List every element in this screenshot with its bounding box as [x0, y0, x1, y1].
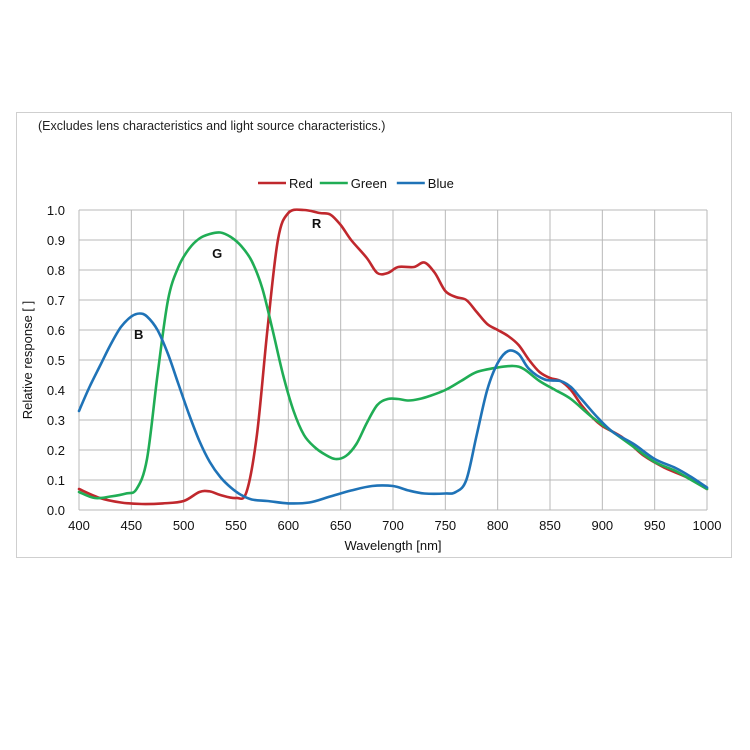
chart-frame	[16, 112, 732, 558]
x-tick-label: 850	[539, 518, 561, 533]
tick-labels: 400 450 500 550 600 650 700 750 800 850 900 950 1000…	[47, 203, 722, 533]
x-tick-label: 550	[225, 518, 247, 533]
y-tick-label: 0.6	[47, 323, 65, 338]
legend-label-green: Green	[351, 176, 387, 191]
curve-label-green: G	[212, 246, 222, 261]
x-tick-label: 650	[330, 518, 352, 533]
curve-labels: R G B	[134, 216, 322, 342]
y-tick-label: 0.1	[47, 473, 65, 488]
x-tick-label: 1000	[693, 518, 722, 533]
x-tick-label: 750	[434, 518, 456, 533]
x-tick-label: 950	[644, 518, 666, 533]
x-tick-label: 700	[382, 518, 404, 533]
legend: Red Green Blue	[258, 176, 454, 191]
y-tick-label: 0.5	[47, 353, 65, 368]
y-axis-label: Relative response [ ]	[20, 301, 35, 420]
series-line-blue	[77, 312, 709, 505]
y-tick-label: 0.3	[47, 413, 65, 428]
y-tick-label: 0.0	[47, 503, 65, 518]
y-tick-label: 0.7	[47, 293, 65, 308]
y-tick-label: 0.8	[47, 263, 65, 278]
x-tick-label: 400	[68, 518, 90, 533]
x-tick-label: 900	[591, 518, 613, 533]
curve-label-red: R	[312, 216, 322, 231]
y-tick-label: 0.9	[47, 233, 65, 248]
x-tick-label: 500	[173, 518, 195, 533]
legend-label-red: Red	[289, 176, 313, 191]
x-tick-label: 600	[277, 518, 299, 533]
chart-note: (Excludes lens characteristics and light…	[38, 119, 386, 133]
x-tick-label: 800	[487, 518, 509, 533]
y-tick-label: 0.4	[47, 383, 65, 398]
y-tick-label: 0.2	[47, 443, 65, 458]
curve-label-blue: B	[134, 327, 143, 342]
y-tick-label: 1.0	[47, 203, 65, 218]
series-line-red	[77, 208, 709, 506]
curves	[77, 208, 709, 506]
legend-label-blue: Blue	[428, 176, 454, 191]
x-axis-label: Wavelength [nm]	[344, 538, 441, 553]
grid	[78, 209, 708, 511]
series-line-green	[77, 231, 709, 500]
x-tick-label: 450	[120, 518, 142, 533]
